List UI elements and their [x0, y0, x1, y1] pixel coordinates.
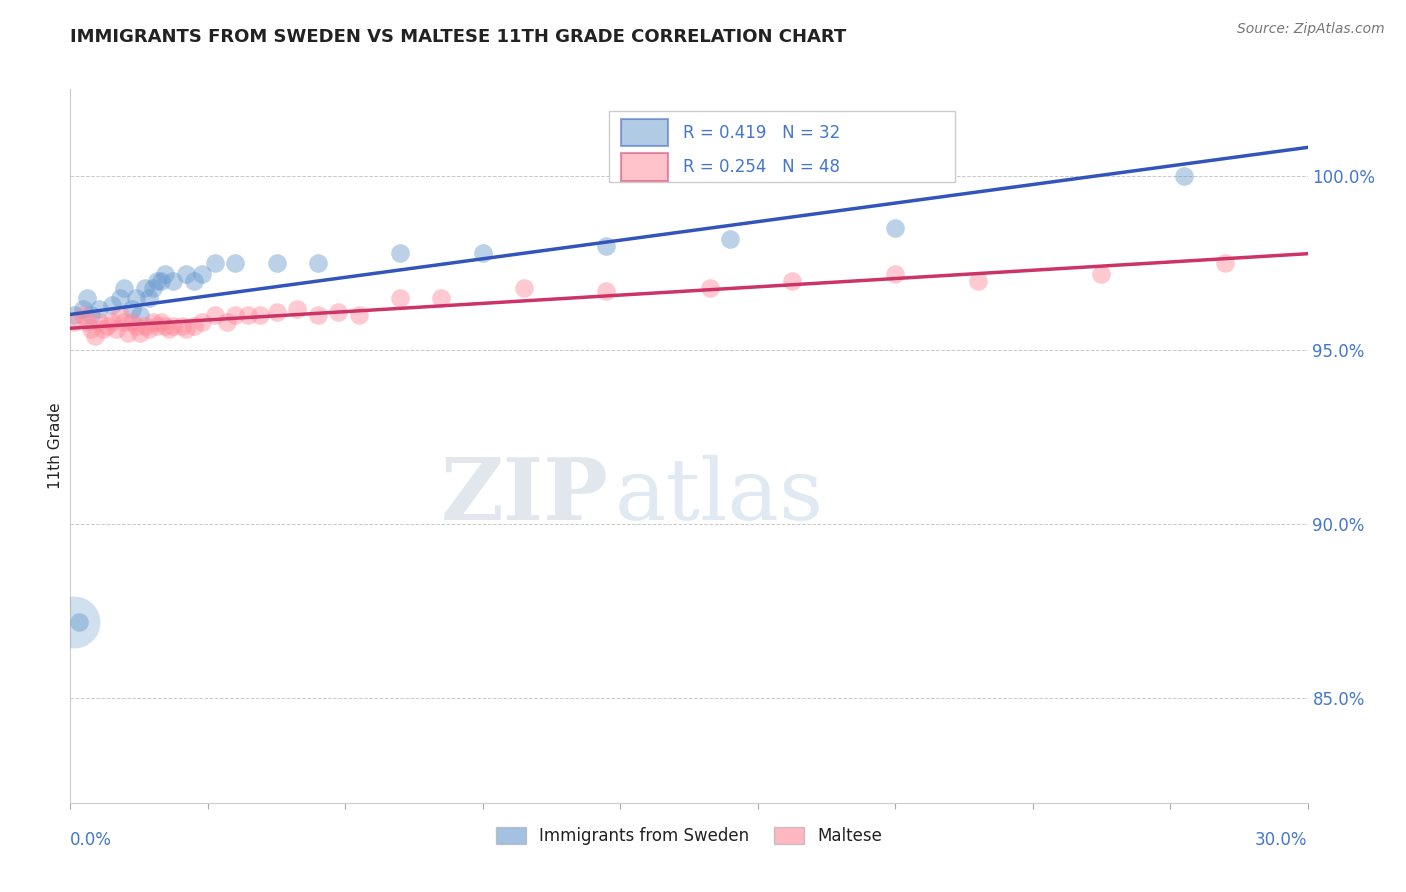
- Point: [266, 305, 288, 319]
- Point: [84, 329, 107, 343]
- Text: IMMIGRANTS FROM SWEDEN VS MALTESE 11TH GRADE CORRELATION CHART: IMMIGRANTS FROM SWEDEN VS MALTESE 11TH G…: [70, 29, 846, 46]
- Point: [80, 322, 103, 336]
- Point: [183, 274, 205, 288]
- Point: [224, 309, 246, 323]
- Point: [266, 256, 288, 270]
- Point: [146, 318, 169, 333]
- Point: [513, 280, 536, 294]
- Point: [108, 309, 131, 323]
- Point: [224, 256, 246, 270]
- Point: [191, 267, 214, 281]
- Text: 30.0%: 30.0%: [1256, 831, 1308, 849]
- Point: [153, 267, 176, 281]
- Point: [183, 318, 205, 333]
- Point: [125, 291, 148, 305]
- FancyBboxPatch shape: [621, 153, 668, 180]
- Point: [63, 309, 86, 323]
- Point: [307, 309, 329, 323]
- Point: [91, 322, 114, 336]
- Point: [63, 615, 86, 629]
- Text: atlas: atlas: [614, 454, 824, 538]
- Point: [389, 245, 412, 260]
- Text: 0.0%: 0.0%: [70, 831, 112, 849]
- Point: [204, 309, 226, 323]
- Point: [780, 274, 803, 288]
- Point: [1090, 267, 1112, 281]
- Point: [307, 256, 329, 270]
- Point: [174, 267, 197, 281]
- Point: [884, 221, 907, 235]
- Point: [112, 280, 135, 294]
- Point: [96, 318, 118, 333]
- Point: [347, 309, 370, 323]
- Text: ZIP: ZIP: [440, 454, 609, 538]
- Point: [150, 315, 173, 329]
- Point: [389, 291, 412, 305]
- Point: [595, 239, 617, 253]
- Point: [138, 322, 160, 336]
- Point: [80, 309, 103, 323]
- Point: [170, 318, 193, 333]
- Point: [153, 318, 176, 333]
- Point: [89, 301, 111, 316]
- Point: [134, 280, 156, 294]
- Point: [285, 301, 308, 316]
- Point: [718, 232, 741, 246]
- Point: [142, 315, 165, 329]
- Point: [76, 315, 98, 329]
- Text: R = 0.419   N = 32: R = 0.419 N = 32: [683, 124, 839, 142]
- Point: [966, 274, 988, 288]
- Point: [72, 309, 94, 323]
- Point: [150, 274, 173, 288]
- Point: [89, 315, 111, 329]
- Point: [76, 291, 98, 305]
- Point: [129, 309, 152, 323]
- Point: [67, 615, 90, 629]
- Point: [328, 305, 350, 319]
- Point: [249, 309, 271, 323]
- Point: [100, 315, 122, 329]
- Point: [162, 318, 184, 333]
- Point: [104, 322, 127, 336]
- Point: [191, 315, 214, 329]
- Point: [236, 309, 259, 323]
- Point: [121, 301, 143, 316]
- Point: [215, 315, 238, 329]
- Point: [174, 322, 197, 336]
- FancyBboxPatch shape: [621, 120, 668, 146]
- Point: [699, 280, 721, 294]
- Point: [142, 280, 165, 294]
- Y-axis label: 11th Grade: 11th Grade: [48, 402, 63, 490]
- Point: [157, 322, 180, 336]
- Point: [63, 315, 86, 329]
- Point: [595, 284, 617, 298]
- Point: [162, 274, 184, 288]
- Point: [1173, 169, 1195, 184]
- Point: [125, 318, 148, 333]
- Point: [1213, 256, 1236, 270]
- Point: [121, 315, 143, 329]
- Point: [146, 274, 169, 288]
- Legend: Immigrants from Sweden, Maltese: Immigrants from Sweden, Maltese: [489, 820, 889, 852]
- Point: [112, 315, 135, 329]
- Point: [129, 326, 152, 340]
- Point: [72, 301, 94, 316]
- Point: [430, 291, 453, 305]
- Text: R = 0.254   N = 48: R = 0.254 N = 48: [683, 158, 839, 176]
- Point: [108, 291, 131, 305]
- Text: Source: ZipAtlas.com: Source: ZipAtlas.com: [1237, 22, 1385, 37]
- Point: [204, 256, 226, 270]
- Point: [138, 291, 160, 305]
- Point: [117, 326, 139, 340]
- FancyBboxPatch shape: [609, 111, 955, 182]
- Point: [884, 267, 907, 281]
- Point: [471, 245, 494, 260]
- Point: [134, 318, 156, 333]
- Point: [100, 298, 122, 312]
